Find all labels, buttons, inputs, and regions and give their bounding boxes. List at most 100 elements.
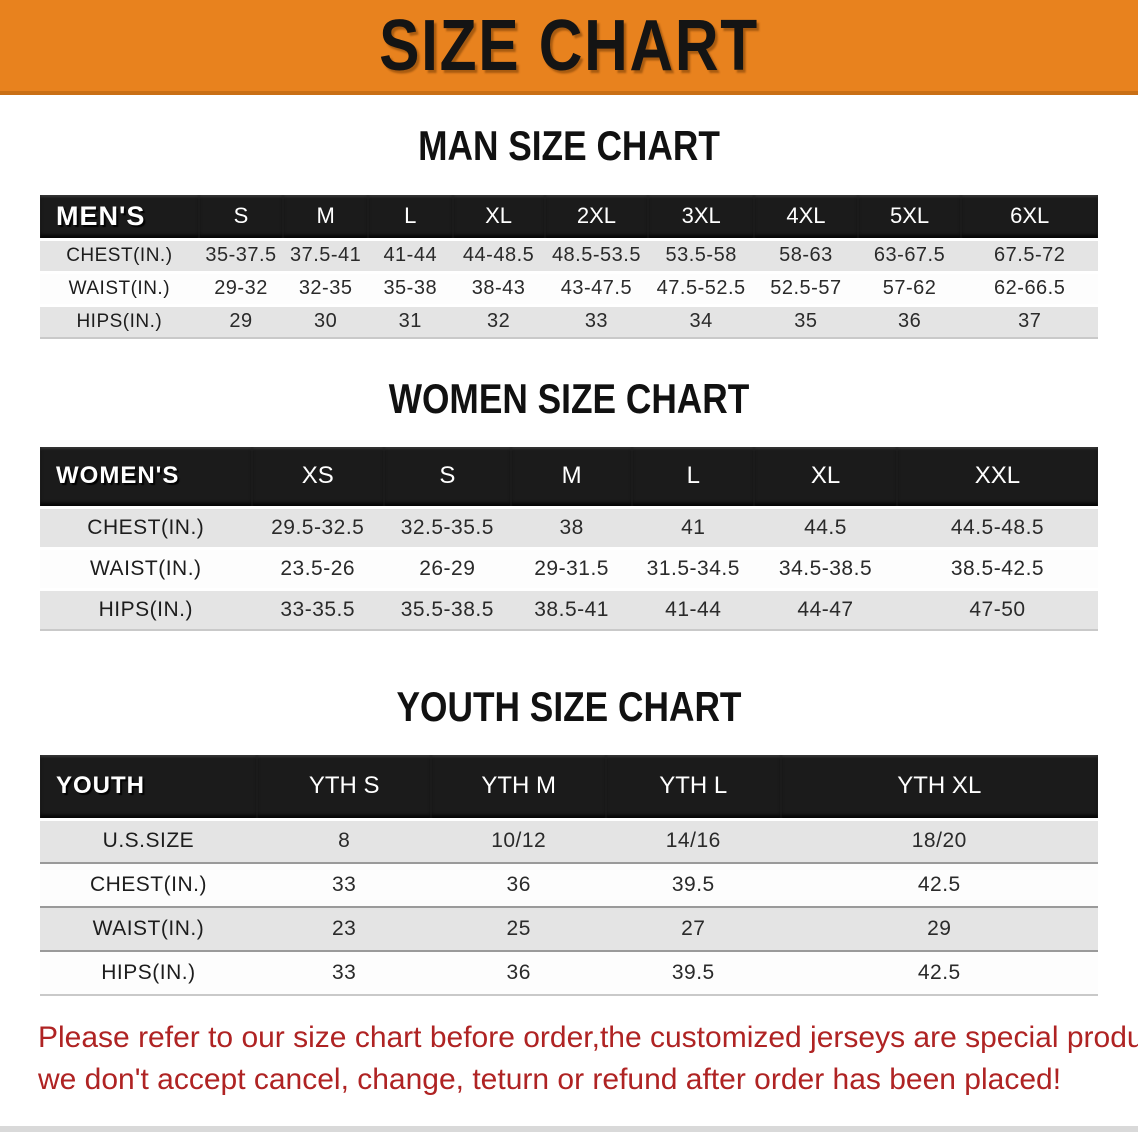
row-label: HIPS(IN.) xyxy=(101,961,196,984)
size-cell: 33 xyxy=(331,961,357,984)
row-label: WAIST(IN.) xyxy=(68,277,171,299)
size-section-1: WOMEN SIZE CHART WOMEN'S XS S M L XL XXL CHEST(I… xyxy=(0,375,1138,631)
table-group-label: WOMEN'S xyxy=(40,447,252,507)
size-section-0: MAN SIZE CHART MEN'S S M L XL 2XL 3XL 4XL 5XL 6XL C… xyxy=(0,122,1138,339)
size-column-header: YTH XL xyxy=(780,755,1098,819)
table-row: HIPS(IN.) 29 30 31 32 33 34 35 36 37 xyxy=(40,305,1098,338)
size-column-header: L xyxy=(367,195,453,239)
size-cell: 36 xyxy=(897,310,922,333)
size-cell: 33 xyxy=(331,873,357,896)
table-group-label: MEN'S xyxy=(40,195,199,239)
size-column-header: XS xyxy=(251,447,384,507)
size-cell: 27 xyxy=(681,917,706,940)
size-cell: 39.5 xyxy=(671,961,715,984)
size-column-header: M xyxy=(510,447,633,507)
size-cell: 8 xyxy=(338,829,351,853)
size-cell: 38.5-42.5 xyxy=(950,556,1045,580)
size-table: WOMEN'S XS S M L XL XXL CHEST(IN.) 29.5-32.5 32.5… xyxy=(40,447,1098,631)
size-cell: 37.5-41 xyxy=(289,244,362,266)
size-column-header: XXL xyxy=(896,447,1098,507)
size-cell: 23 xyxy=(331,917,357,940)
size-cell: 44.5 xyxy=(804,515,847,539)
table-row: HIPS(IN.) 33 36 39.5 42.5 xyxy=(40,951,1098,995)
size-column-header: YTH S xyxy=(256,755,432,819)
row-label: CHEST(IN.) xyxy=(66,244,173,266)
disclaimer: Please refer to our size chart before or… xyxy=(38,1017,1138,1101)
size-column-header: S xyxy=(383,447,511,507)
size-column-header: 2XL xyxy=(544,195,649,239)
size-cell: 29 xyxy=(229,310,253,333)
size-cell: 35 xyxy=(794,310,818,333)
section-heading: YOUTH SIZE CHART xyxy=(396,683,742,730)
row-label: U.S.SIZE xyxy=(102,829,195,853)
size-cell: 25 xyxy=(506,917,531,940)
row-label: CHEST(IN.) xyxy=(89,873,207,896)
size-column-header: XL xyxy=(452,195,545,239)
size-cell: 35.5-38.5 xyxy=(400,597,494,621)
size-cell: 35-37.5 xyxy=(205,244,277,266)
size-cell: 30 xyxy=(314,310,338,333)
size-cell: 23.5-26 xyxy=(280,556,356,580)
size-cell: 62-66.5 xyxy=(994,277,1066,299)
size-column-header: YTH M xyxy=(431,755,606,819)
size-cell: 26-29 xyxy=(419,556,476,580)
size-cell: 38-43 xyxy=(471,277,526,299)
size-column-header: 3XL xyxy=(648,195,755,239)
size-column-header: 6XL xyxy=(961,195,1098,239)
size-cell: 34 xyxy=(689,310,713,333)
size-cell: 32.5-35.5 xyxy=(400,515,494,539)
size-cell: 44-48.5 xyxy=(462,244,535,266)
table-row: HIPS(IN.) 33-35.5 35.5-38.5 38.5-41 41-44 44-… xyxy=(40,589,1098,630)
size-cell: 42.5 xyxy=(917,961,961,984)
size-cell: 31.5-34.5 xyxy=(646,556,740,580)
size-cell: 43-47.5 xyxy=(560,277,633,299)
size-cell: 36 xyxy=(506,873,531,896)
size-cell: 34.5-38.5 xyxy=(778,556,873,580)
size-cell: 57-62 xyxy=(882,277,937,299)
sections-container: MAN SIZE CHART MEN'S S M L XL 2XL 3XL 4XL 5XL 6XL C… xyxy=(0,122,1138,996)
table-group-label: YOUTH xyxy=(40,755,257,819)
size-column-header: L xyxy=(632,447,755,507)
banner-title: SIZE CHART xyxy=(379,5,759,86)
size-cell: 47.5-52.5 xyxy=(656,277,746,299)
size-cell: 58-63 xyxy=(779,244,833,266)
size-cell: 48.5-53.5 xyxy=(551,244,641,266)
size-column-header: S xyxy=(198,195,284,239)
size-cell: 29.5-32.5 xyxy=(271,515,365,539)
size-cell: 33 xyxy=(584,310,609,333)
row-label: HIPS(IN.) xyxy=(76,310,163,332)
size-column-header: 5XL xyxy=(857,195,962,239)
size-cell: 29-32 xyxy=(214,277,268,299)
size-cell: 39.5 xyxy=(671,873,715,896)
size-cell: 37 xyxy=(1018,310,1042,333)
row-label: HIPS(IN.) xyxy=(98,597,193,621)
table-row: WAIST(IN.) 23 25 27 29 xyxy=(40,907,1098,951)
size-cell: 29 xyxy=(927,917,952,940)
size-cell: 35-38 xyxy=(383,277,438,299)
size-column-header: 4XL xyxy=(754,195,858,239)
row-label: WAIST(IN.) xyxy=(92,917,205,940)
table-row: WAIST(IN.) 23.5-26 26-29 29-31.5 31.5-34.5 34… xyxy=(40,548,1098,589)
size-column-header: XL xyxy=(754,447,897,507)
size-table: MEN'S S M L XL 2XL 3XL 4XL 5XL 6XL CHEST(IN.) 35-37… xyxy=(40,195,1098,339)
size-cell: 53.5-58 xyxy=(665,244,737,266)
size-cell: 44.5-48.5 xyxy=(950,515,1045,539)
size-cell: 41-44 xyxy=(665,597,722,621)
size-cell: 63-67.5 xyxy=(873,244,946,266)
disclaimer-line2: we don't accept cancel, change, teturn o… xyxy=(38,1063,1062,1096)
table-row: CHEST(IN.) 33 36 39.5 42.5 xyxy=(40,863,1098,907)
section-heading: MAN SIZE CHART xyxy=(418,122,720,169)
banner: SIZE CHART xyxy=(0,0,1138,95)
size-cell: 47-50 xyxy=(969,597,1026,621)
size-cell: 52.5-57 xyxy=(770,277,842,299)
size-cell: 38 xyxy=(559,515,584,539)
size-cell: 42.5 xyxy=(917,873,961,896)
size-cell: 18/20 xyxy=(911,829,967,853)
size-cell: 36 xyxy=(506,961,531,984)
bottom-edge-strip xyxy=(0,1126,1138,1132)
size-cell: 32-35 xyxy=(298,277,353,299)
size-cell: 67.5-72 xyxy=(994,244,1066,266)
size-cell: 41 xyxy=(681,515,706,539)
size-cell: 41-44 xyxy=(383,244,438,266)
size-table: YOUTH YTH S YTH M YTH L YTH XL U.S.SIZE 8 10/12… xyxy=(40,755,1098,996)
